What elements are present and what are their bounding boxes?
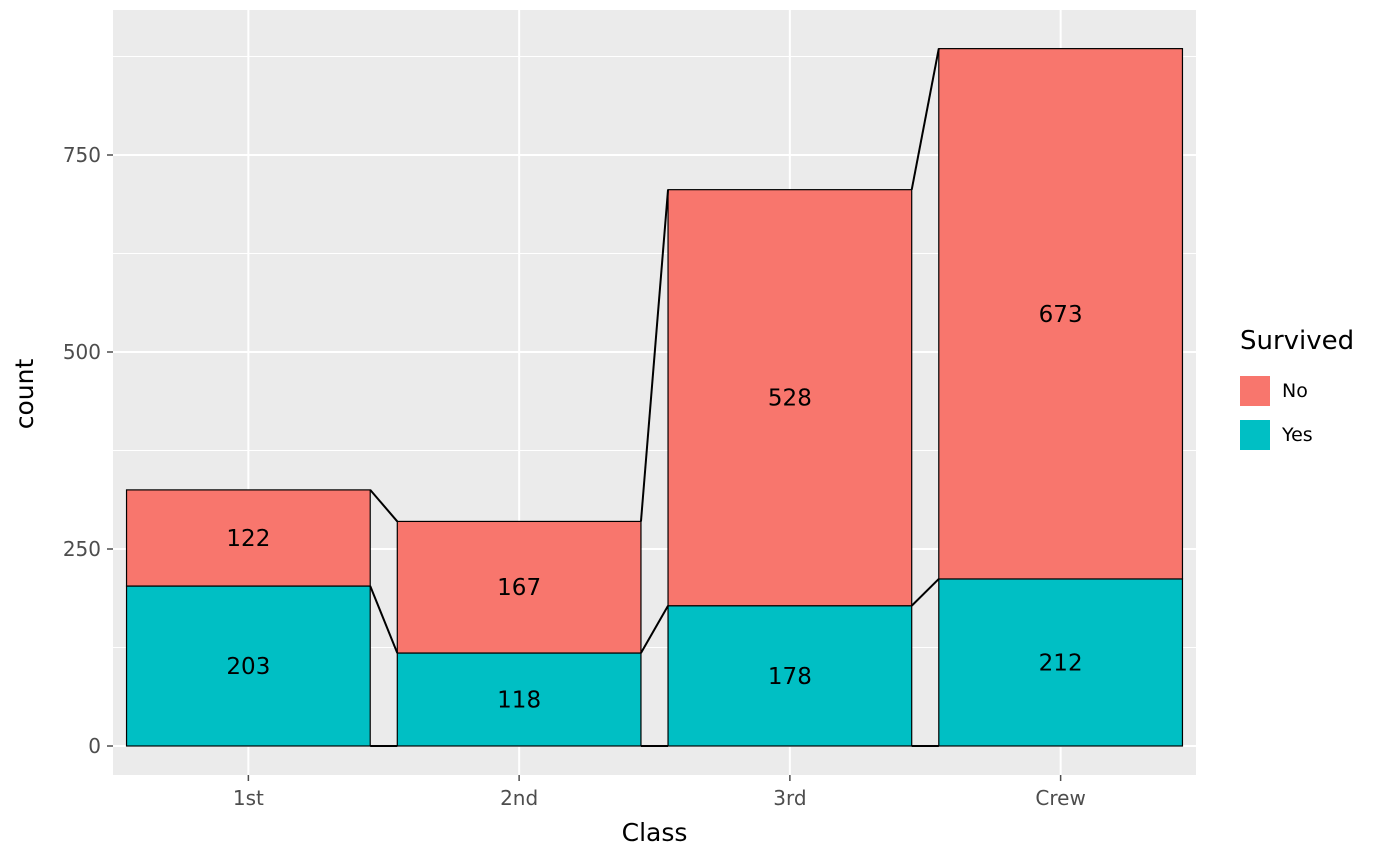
svg-text:212: 212 — [1039, 650, 1083, 676]
legend-label-yes: Yes — [1282, 424, 1313, 446]
y-axis-title: count — [10, 358, 39, 430]
svg-text:750: 750 — [63, 143, 101, 167]
legend-entry-no: No — [1240, 376, 1354, 406]
legend-swatch-yes — [1240, 420, 1270, 450]
svg-text:167: 167 — [497, 575, 541, 601]
x-axis-title: Class — [621, 818, 688, 847]
svg-text:500: 500 — [63, 340, 101, 364]
svg-text:528: 528 — [768, 386, 812, 412]
legend-swatch-no — [1240, 376, 1270, 406]
svg-text:203: 203 — [226, 654, 270, 680]
svg-text:3rd: 3rd — [773, 786, 806, 810]
legend-label-no: No — [1282, 380, 1308, 402]
svg-text:178: 178 — [768, 664, 812, 690]
svg-text:2nd: 2nd — [500, 786, 538, 810]
legend: Survived No Yes — [1240, 326, 1354, 464]
svg-text:673: 673 — [1039, 302, 1083, 328]
legend-entry-yes: Yes — [1240, 420, 1354, 450]
svg-text:Crew: Crew — [1035, 786, 1085, 810]
svg-text:122: 122 — [226, 526, 270, 552]
svg-text:1st: 1st — [233, 786, 264, 810]
svg-text:118: 118 — [497, 688, 541, 714]
legend-title: Survived — [1240, 326, 1355, 356]
svg-text:250: 250 — [63, 537, 101, 561]
svg-text:0: 0 — [88, 734, 101, 758]
